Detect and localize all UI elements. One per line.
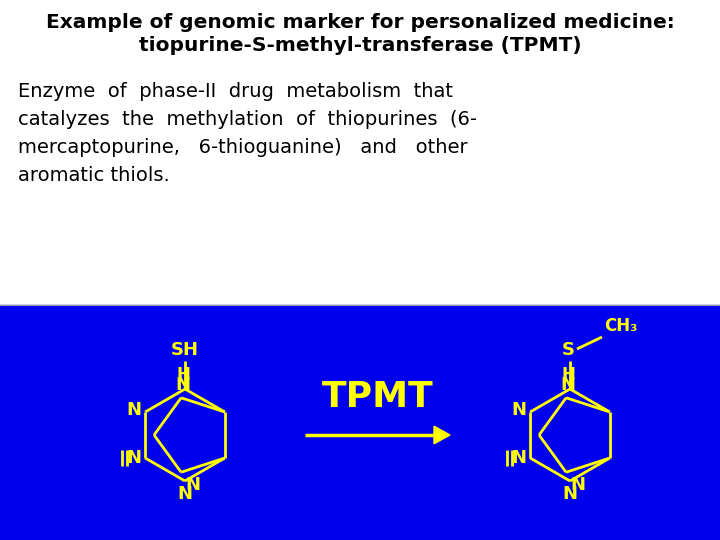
Text: TPMT: TPMT — [322, 380, 433, 414]
Text: aromatic thiols.: aromatic thiols. — [18, 166, 170, 185]
Text: Example of genomic marker for personalized medicine:: Example of genomic marker for personaliz… — [45, 13, 675, 32]
Polygon shape — [434, 426, 450, 444]
Text: tiopurine-S-methyl-transferase (TPMT): tiopurine-S-methyl-transferase (TPMT) — [139, 36, 581, 55]
Text: H: H — [176, 366, 190, 384]
Text: N: N — [511, 401, 526, 419]
Text: H: H — [561, 366, 575, 384]
Text: catalyzes  the  methylation  of  thiopurines  (6-: catalyzes the methylation of thiopurines… — [18, 110, 477, 129]
Text: N: N — [570, 476, 585, 494]
Bar — [0, 305, 720, 540]
Text: N: N — [562, 485, 577, 503]
Text: N: N — [561, 376, 575, 394]
Text: N: N — [178, 485, 192, 503]
Text: N: N — [126, 449, 141, 467]
Text: CH₃: CH₃ — [604, 317, 637, 335]
Text: N: N — [126, 401, 141, 419]
Text: N: N — [185, 476, 200, 494]
Text: mercaptopurine,   6-thioguanine)   and   other: mercaptopurine, 6-thioguanine) and other — [18, 138, 467, 157]
Text: SH: SH — [171, 341, 199, 359]
Text: Enzyme  of  phase-II  drug  metabolism  that: Enzyme of phase-II drug metabolism that — [18, 82, 453, 101]
Text: N: N — [176, 376, 191, 394]
Text: S: S — [562, 341, 575, 359]
Text: N: N — [511, 449, 526, 467]
